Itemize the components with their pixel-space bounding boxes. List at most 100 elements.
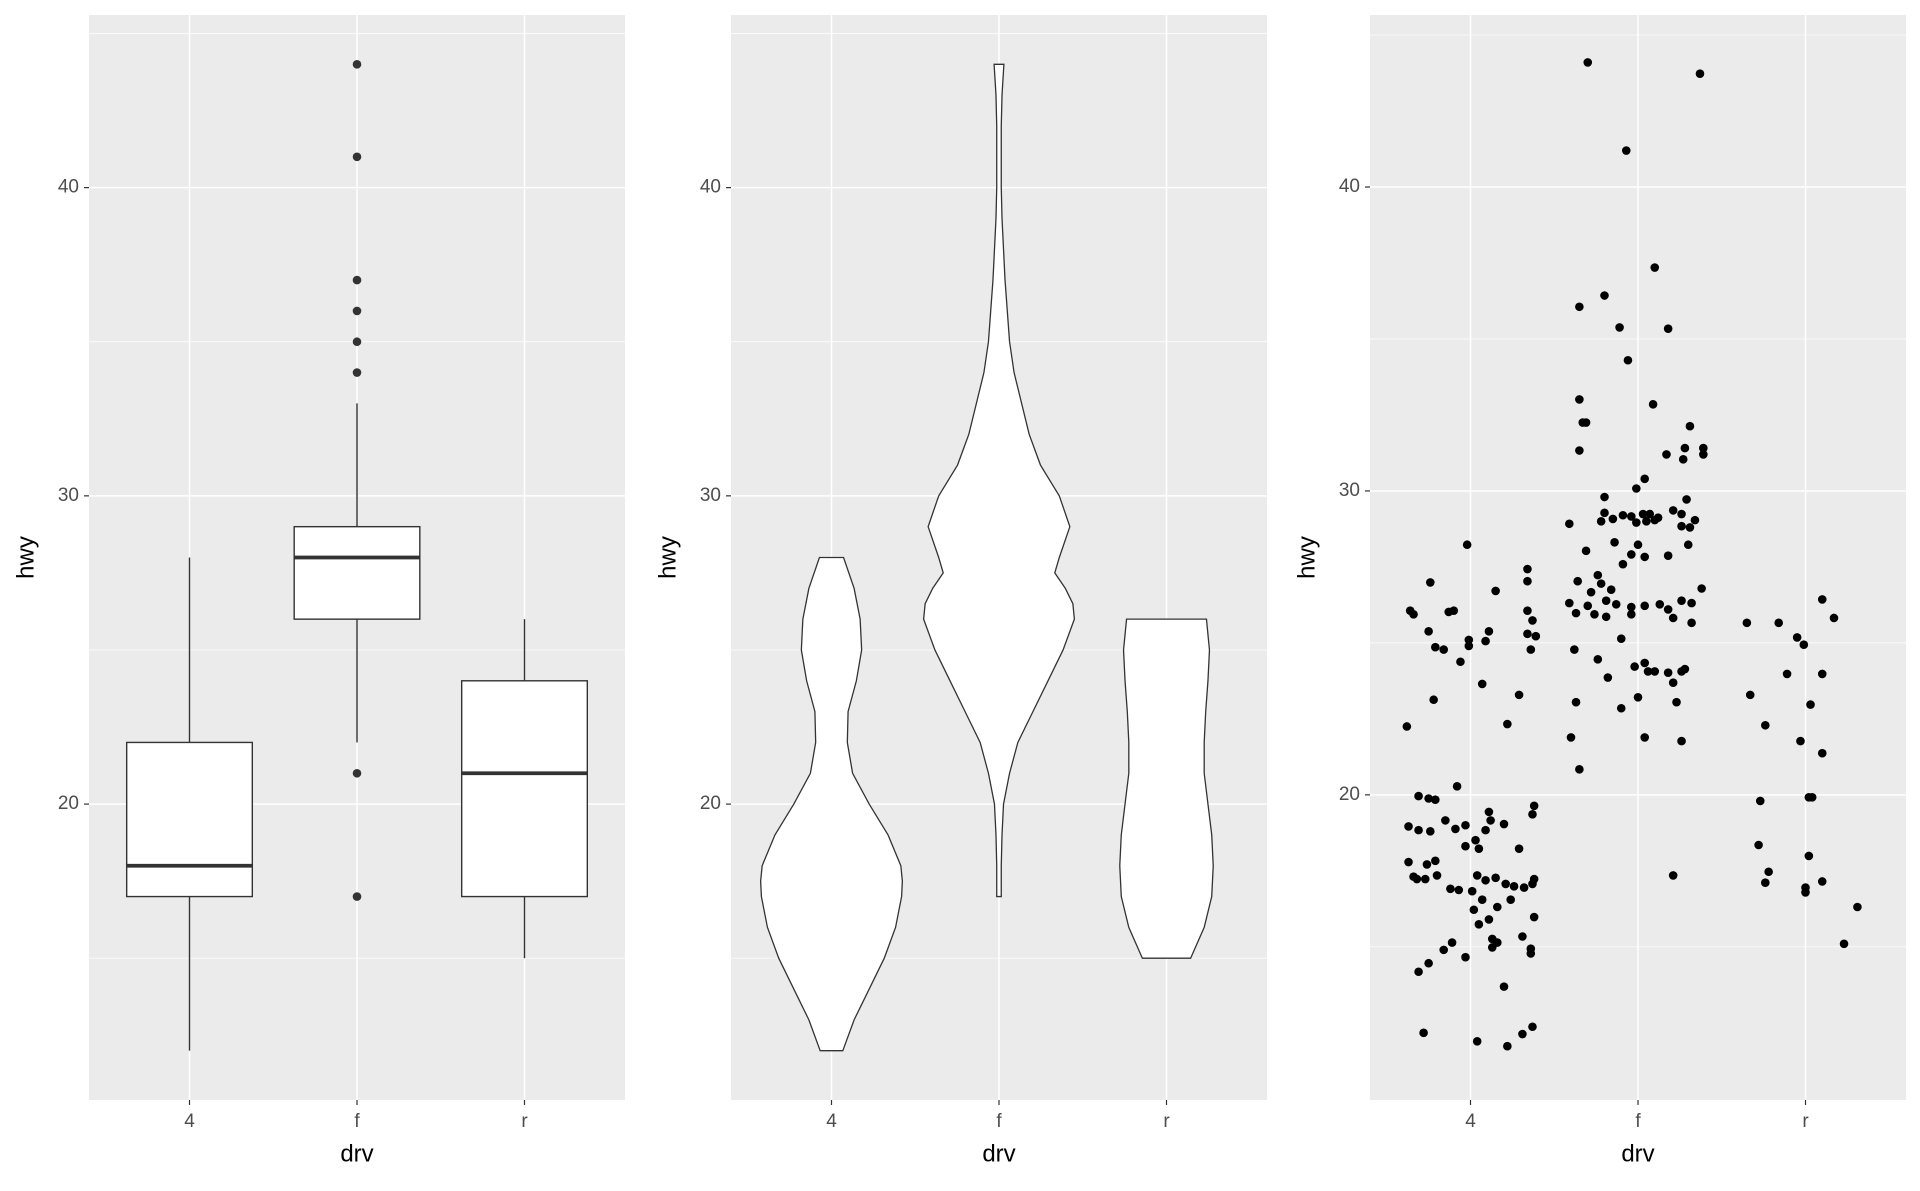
- outlier: [352, 892, 362, 901]
- point: [1687, 618, 1696, 628]
- point: [1677, 509, 1686, 519]
- point: [1586, 587, 1596, 597]
- y-axis-title: hwy: [12, 536, 39, 579]
- point: [1627, 602, 1636, 612]
- point: [1742, 618, 1752, 628]
- point: [1678, 455, 1688, 464]
- violin: [1119, 618, 1214, 959]
- point: [1596, 579, 1606, 588]
- point: [1672, 697, 1681, 707]
- point: [1452, 782, 1462, 791]
- point: [1456, 657, 1465, 667]
- point: [1638, 509, 1648, 519]
- box: [125, 741, 254, 898]
- point: [1697, 584, 1706, 593]
- point: [1853, 902, 1862, 912]
- point: [1484, 807, 1494, 817]
- x-tick-label: f: [354, 1111, 360, 1132]
- violin: [922, 63, 1076, 898]
- point: [1575, 302, 1584, 312]
- x-axis-title: drv: [1621, 1140, 1654, 1167]
- point: [1677, 736, 1686, 746]
- point: [1650, 515, 1660, 525]
- y-axis-title: hwy: [1293, 536, 1320, 579]
- point: [1506, 895, 1515, 905]
- point: [1424, 627, 1433, 636]
- point: [1447, 938, 1457, 947]
- point: [1528, 616, 1537, 625]
- point: [1449, 606, 1459, 615]
- point: [1481, 875, 1490, 885]
- outlier: [352, 368, 362, 377]
- point: [1581, 546, 1591, 556]
- point: [1662, 450, 1671, 459]
- point: [1817, 669, 1827, 679]
- point: [1565, 519, 1574, 529]
- point: [1655, 600, 1665, 609]
- point: [1761, 720, 1770, 730]
- point: [1600, 291, 1609, 300]
- point: [1531, 631, 1541, 641]
- point: [1583, 58, 1593, 67]
- point: [1581, 418, 1591, 427]
- point: [1491, 873, 1500, 883]
- point: [1499, 819, 1509, 829]
- point: [1621, 146, 1631, 155]
- point: [1529, 801, 1539, 811]
- point: [1529, 874, 1539, 884]
- point: [1518, 932, 1527, 941]
- point: [1487, 943, 1497, 952]
- point: [1685, 523, 1695, 532]
- y-tick-label: 40: [700, 177, 721, 198]
- point: [1668, 871, 1678, 880]
- point: [1441, 816, 1450, 825]
- point: [1593, 655, 1603, 664]
- point: [1481, 825, 1490, 835]
- point: [1484, 627, 1494, 636]
- point: [1571, 697, 1581, 707]
- point: [1523, 606, 1532, 615]
- point: [1616, 703, 1626, 713]
- point: [1509, 882, 1519, 891]
- point: [1528, 810, 1537, 819]
- point: [1663, 324, 1673, 333]
- point: [1514, 844, 1524, 853]
- point: [1796, 736, 1805, 746]
- violin: [759, 556, 904, 1052]
- point: [1424, 958, 1433, 968]
- point: [1633, 540, 1643, 550]
- x-tick-label: 4: [184, 1111, 195, 1132]
- point: [1817, 877, 1827, 886]
- point: [1640, 733, 1649, 742]
- point: [1806, 700, 1815, 709]
- point: [1761, 878, 1770, 887]
- point: [1680, 443, 1690, 453]
- point: [1601, 596, 1611, 605]
- y-axis-title: hwy: [654, 536, 681, 579]
- point: [1499, 982, 1509, 991]
- point: [1608, 514, 1618, 524]
- point: [1690, 515, 1700, 525]
- point: [1461, 841, 1470, 851]
- point: [1596, 517, 1606, 526]
- point: [1464, 635, 1474, 645]
- point: [1650, 667, 1660, 676]
- point: [1420, 874, 1430, 884]
- point: [1643, 667, 1653, 676]
- point: [1523, 564, 1532, 574]
- point: [1755, 796, 1765, 806]
- point: [1514, 690, 1524, 700]
- point: [1439, 645, 1448, 654]
- point: [1804, 851, 1814, 861]
- point: [1461, 820, 1470, 830]
- point: [1454, 885, 1464, 895]
- point: [1687, 598, 1696, 608]
- x-tick-label: 4: [1465, 1111, 1476, 1132]
- point: [1523, 629, 1532, 639]
- point: [1583, 601, 1593, 611]
- point: [1526, 645, 1536, 654]
- point: [1663, 551, 1673, 560]
- point: [1590, 610, 1599, 619]
- point: [1799, 640, 1809, 650]
- point: [1426, 578, 1435, 587]
